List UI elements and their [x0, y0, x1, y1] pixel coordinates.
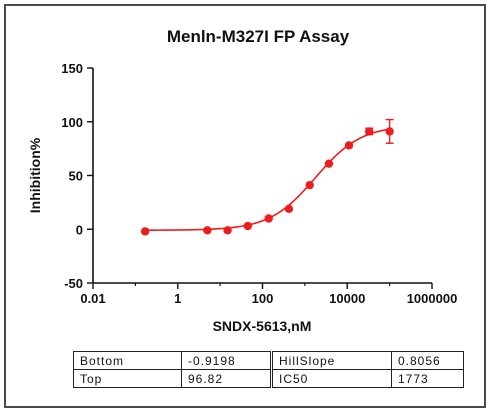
param-value-top: 96.82 — [181, 369, 273, 388]
y-tick-label: -50 — [64, 276, 83, 291]
param-label-bottom: Bottom — [73, 351, 182, 370]
dose-response-chart: Menln-M327I FP Assay SNDX-5613,nM Inhibiti… — [27, 27, 458, 334]
data-point — [324, 159, 334, 168]
y-tick-label: 0 — [76, 222, 83, 237]
data-point — [305, 180, 314, 190]
table-row: Top 96.82 IC50 1773 — [73, 369, 464, 388]
data-point — [344, 141, 354, 150]
fit-parameters-table: Bottom -0.9198 HillSlope 0.8056 Top 96.8… — [73, 351, 464, 388]
data-point — [365, 127, 374, 136]
x-tick-label: 1 — [174, 291, 181, 306]
y-tick-label: 50 — [69, 169, 83, 184]
x-tick-label: 100 — [252, 291, 274, 306]
param-value-ic50: 1773 — [391, 369, 464, 388]
param-label-ic50: IC50 — [271, 369, 392, 388]
x-tick-label: 10000 — [329, 291, 365, 306]
figure-frame — [4, 4, 486, 408]
x-axis-label: SNDX-5613,nM — [213, 318, 312, 334]
data-point — [284, 204, 294, 214]
table-row: Bottom -0.9198 HillSlope 0.8056 — [73, 351, 464, 370]
x-tick-label: 0.01 — [80, 291, 105, 306]
param-label-top: Top — [73, 369, 182, 388]
data-point — [203, 226, 212, 235]
param-value-hillslope: 0.8056 — [391, 351, 464, 370]
param-value-bottom: -0.9198 — [181, 351, 273, 370]
data-point — [223, 226, 232, 235]
y-tick-label: 100 — [61, 115, 83, 130]
x-tick-label: 1000000 — [407, 291, 458, 306]
y-axis-label: Inhibition% — [27, 137, 43, 213]
param-label-hillslope: HillSlope — [271, 351, 392, 370]
data-point — [140, 227, 150, 236]
data-point — [243, 221, 253, 231]
data-point — [385, 127, 394, 136]
y-tick-label: 150 — [61, 61, 83, 76]
data-point — [264, 214, 273, 223]
chart-title: Menln-M327I FP Assay — [167, 27, 350, 46]
